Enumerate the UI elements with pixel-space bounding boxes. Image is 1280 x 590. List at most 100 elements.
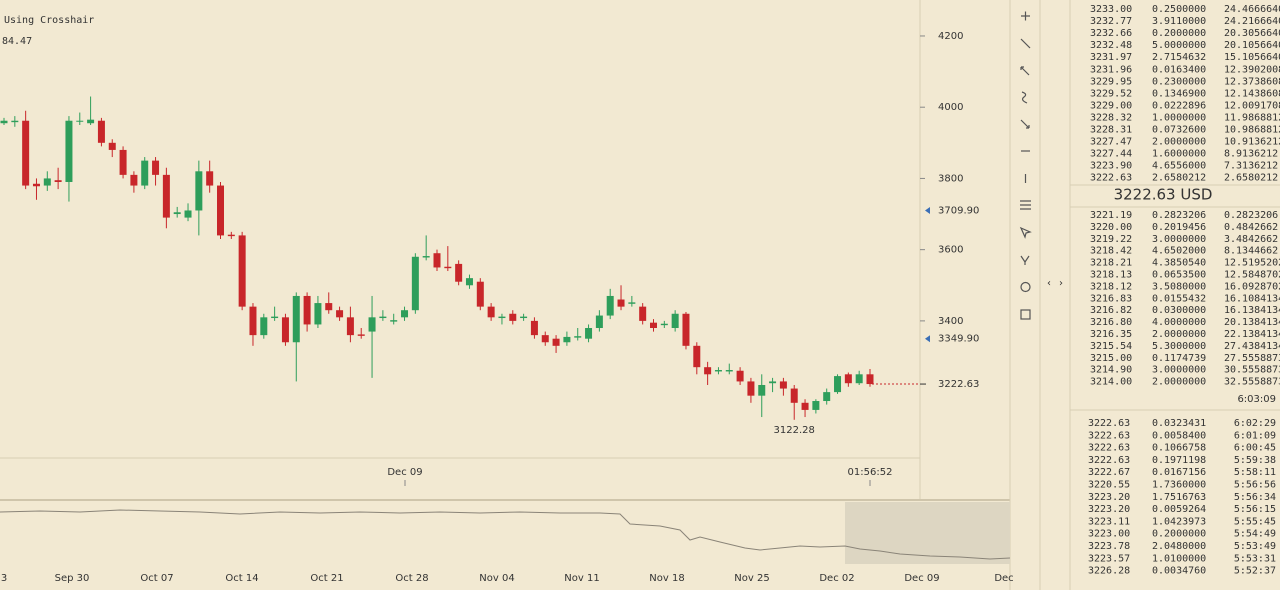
candle-body: [541, 335, 549, 343]
time-axis-label: Nov 11: [564, 573, 599, 584]
time-axis-label: Oct 14: [225, 573, 258, 584]
candle-body: [520, 316, 528, 319]
tool-fib[interactable]: [1020, 200, 1031, 210]
candle-body: [812, 401, 820, 410]
candle-body: [379, 316, 387, 319]
book-amount: 0.0155432: [1152, 293, 1206, 304]
trade-amount: 0.1971198: [1152, 455, 1206, 466]
candle-body: [801, 402, 809, 410]
tool-pitchfork[interactable]: [1019, 226, 1032, 239]
candle-body: [747, 381, 755, 396]
book-total: 27.5558873: [1224, 353, 1280, 364]
candle-body: [346, 317, 354, 336]
book-total: 3.4842662: [1224, 234, 1278, 245]
book-total: 15.1056640: [1224, 52, 1280, 63]
candle-body: [487, 306, 495, 318]
trade-time: 6:02:29: [1234, 418, 1276, 429]
tool-rect[interactable]: [1020, 309, 1031, 320]
trade-amount: 0.0323431: [1152, 418, 1206, 429]
y-tick-label: 3800: [938, 173, 963, 184]
book-amount: 0.2500000: [1152, 4, 1206, 15]
time-axis-label: Oct 07: [140, 573, 173, 584]
trade-amount: 0.1066758: [1152, 443, 1206, 454]
book-total: 8.9136212: [1224, 149, 1278, 160]
candle-body: [509, 313, 517, 321]
book-amount: 4.3850540: [1152, 258, 1206, 269]
candle-body: [162, 174, 170, 218]
candle-body: [336, 310, 344, 318]
book-total: 2.6580212: [1224, 173, 1278, 184]
book-price: 3214.90: [1090, 365, 1132, 376]
book-total: 0.2823206: [1224, 210, 1278, 221]
book-total: 12.5195202: [1224, 258, 1280, 269]
candle-body: [87, 119, 95, 124]
candle-body: [65, 120, 73, 182]
y-tick-label: 4200: [938, 31, 963, 42]
trade-price: 3222.63: [1088, 430, 1130, 441]
book-price: 3216.83: [1090, 293, 1132, 304]
tool-gann[interactable]: [1020, 255, 1030, 265]
candle-body: [292, 295, 300, 343]
trade-time: 5:59:38: [1234, 455, 1276, 466]
book-price: 3216.35: [1090, 329, 1132, 340]
candle-body: [357, 334, 365, 336]
y-tick-label: 3600: [938, 245, 963, 256]
candle-body: [119, 149, 127, 175]
candle-body: [855, 374, 863, 384]
candle-body: [281, 317, 289, 343]
time-axis-label: Sep 30: [55, 573, 90, 584]
tool-arrow[interactable]: [1020, 119, 1030, 129]
candle-body: [498, 316, 506, 319]
trade-time: 5:53:31: [1234, 553, 1276, 564]
candle-body: [682, 313, 690, 346]
candle-body: [141, 160, 149, 186]
trade-amount: 0.0059264: [1152, 504, 1206, 515]
book-amount: 3.0000000: [1152, 234, 1206, 245]
time-axis-label: Oct 21: [310, 573, 343, 584]
collapse-left[interactable]: ‹: [1047, 278, 1051, 289]
trade-time: 5:52:37: [1234, 566, 1276, 577]
candle-body: [704, 367, 712, 375]
tool-ray[interactable]: [1020, 66, 1030, 76]
tool-circle[interactable]: [1020, 281, 1031, 293]
book-price: 3218.12: [1090, 281, 1132, 292]
book-amount: 0.2019456: [1152, 222, 1206, 233]
book-total: 22.1384134: [1224, 329, 1280, 340]
book-price: 3228.31: [1090, 125, 1132, 136]
book-total: 24.4666640: [1224, 4, 1280, 15]
candle-body: [639, 306, 647, 321]
candle-body: [552, 338, 560, 346]
book-amount: 0.0732600: [1152, 125, 1206, 136]
candle-body: [422, 256, 430, 258]
candle-body: [444, 266, 452, 269]
book-total: 16.1384134: [1224, 305, 1280, 316]
candle-body: [411, 256, 419, 311]
book-total: 12.0091708: [1224, 100, 1280, 111]
book-amount: 4.0000000: [1152, 317, 1206, 328]
book-price: 3222.63: [1090, 173, 1132, 184]
book-price: 3228.32: [1090, 112, 1132, 123]
candle-body: [606, 295, 614, 316]
book-amount: 3.0000000: [1152, 365, 1206, 376]
book-amount: 0.2300000: [1152, 76, 1206, 87]
collapse-right[interactable]: ›: [1059, 278, 1063, 289]
book-amount: 2.6580212: [1152, 173, 1206, 184]
candle-body: [725, 370, 733, 372]
candle-body: [769, 381, 777, 384]
tool-crosshair[interactable]: [1021, 11, 1030, 21]
candle-body: [271, 316, 279, 319]
book-price: 3221.19: [1090, 210, 1132, 221]
trade-amount: 1.0423973: [1152, 516, 1206, 527]
book-price: 3232.77: [1090, 16, 1132, 27]
time-axis-label: 3: [1, 573, 7, 584]
candle-body: [43, 178, 51, 186]
book-price: 3227.44: [1090, 149, 1132, 160]
book-amount: 0.0163400: [1152, 64, 1206, 75]
candle-body: [227, 234, 235, 237]
book-price: 3218.13: [1090, 270, 1132, 281]
y-tick-label: 3400: [938, 316, 963, 327]
tool-curve[interactable]: [1021, 91, 1028, 104]
candle-body: [834, 376, 842, 393]
candle-body: [76, 120, 84, 122]
tool-line[interactable]: [1020, 38, 1031, 49]
